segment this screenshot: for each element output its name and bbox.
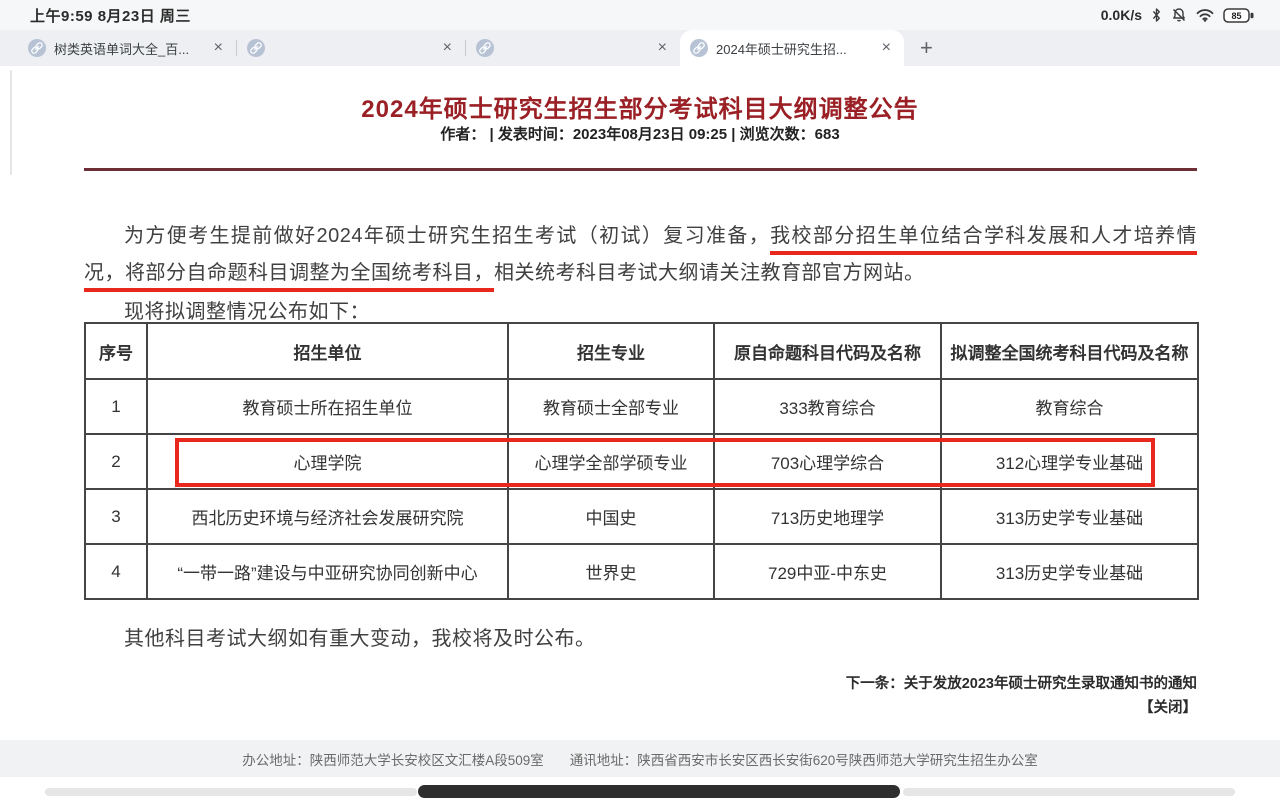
- tab-close-icon[interactable]: ×: [213, 39, 223, 56]
- tab-bar: 树类英语单词大全_百... × × × 2024年硕士研究生招... × +: [0, 30, 1280, 66]
- tab-divider: [236, 40, 237, 56]
- footer-bar: 办公地址：陕西师范大学长安校区文汇楼A段509室 通讯地址：陕西省西安市长安区西…: [0, 740, 1280, 777]
- article-meta: 作者： | 发表时间：2023年08月23日 09:25 | 浏览次数：683: [440, 126, 840, 143]
- red-underlined-text: 况，将部分自命题科目调整为全国统考科目，: [84, 262, 494, 292]
- close-page-button[interactable]: 【关闭】: [1139, 700, 1197, 716]
- article-paragraph: 为方便考生提前做好2024年硕士研究生招生考试（初试）复习准备，我校部分招生单位…: [84, 218, 1197, 292]
- link-icon: [28, 39, 46, 57]
- table-cell: 313历史学专业基础: [940, 543, 1199, 600]
- table-cell: 312心理学专业基础: [940, 433, 1199, 490]
- title-divider: [84, 168, 1197, 171]
- header-major: 招生专业: [507, 322, 715, 380]
- link-icon: [247, 39, 265, 57]
- paragraph-line-1: 为方便考生提前做好2024年硕士研究生招生考试（初试）复习准备，我校部分招生单位…: [84, 218, 1197, 255]
- wifi-icon: [1196, 8, 1214, 22]
- link-icon: [690, 39, 708, 57]
- header-unit: 招生单位: [146, 322, 509, 380]
- scrollbar-track-right: [903, 788, 1235, 796]
- mute-icon: [1171, 7, 1187, 23]
- tab-title: 树类英语单词大全_百...: [54, 41, 190, 57]
- new-tab-button[interactable]: +: [920, 35, 933, 60]
- table-cell: 心理学全部学硕专业: [507, 433, 715, 490]
- table-cell: 1: [84, 378, 148, 435]
- page-title: 2024年硕士研究生招生部分考试科目大纲调整公告: [361, 96, 919, 123]
- tab-close-icon[interactable]: ×: [881, 39, 891, 56]
- table-cell: 313历史学专业基础: [940, 488, 1199, 545]
- scrollbar-remnant: [10, 70, 12, 175]
- battery-percent: 85: [1231, 11, 1241, 21]
- status-bar: 上午9:59 8月23日 周三 0.0K/s 85: [0, 0, 1280, 30]
- tab-title: 2024年硕士研究生招...: [716, 41, 847, 57]
- table-row: 3 西北历史环境与经济社会发展研究院 中国史 713历史地理学 313历史学专业…: [84, 488, 1199, 545]
- table-cell: 3: [84, 488, 148, 545]
- table-row: 1 教育硕士所在招生单位 教育硕士全部专业 333教育综合 教育综合: [84, 378, 1199, 435]
- table-row-highlighted: 2 心理学院 心理学全部学硕专业 703心理学综合 312心理学专业基础: [84, 433, 1199, 490]
- scrollbar-thumb[interactable]: [418, 785, 900, 798]
- network-speed: 0.0K/s: [1100, 7, 1142, 23]
- table-cell: 729中亚-中东史: [713, 543, 942, 600]
- table-cell: 教育硕士所在招生单位: [146, 378, 509, 435]
- bluetooth-icon: [1151, 7, 1162, 23]
- mailing-address: 通讯地址：陕西省西安市长安区西长安街620号陕西师范大学研究生招生办公室: [569, 752, 1038, 768]
- table-cell: 中国史: [507, 488, 715, 545]
- header-old-subject: 原自命题科目代码及名称: [713, 322, 942, 380]
- table-header-row: 序号 招生单位 招生专业 原自命题科目代码及名称 拟调整全国统考科目代码及名称: [84, 322, 1199, 380]
- header-new-subject: 拟调整全国统考科目代码及名称: [940, 322, 1199, 380]
- table-cell: 2: [84, 433, 148, 490]
- table-cell: 西北历史环境与经济社会发展研究院: [146, 488, 509, 545]
- link-icon: [476, 39, 494, 57]
- red-underlined-text: 我校部分招生单位结合学科发展和人才培养情: [770, 225, 1197, 255]
- next-article-line: 下一条：关于发放2023年硕士研究生录取通知书的通知: [846, 672, 1197, 693]
- paragraph-line-2: 况，将部分自命题科目调整为全国统考科目，相关统考科目考试大纲请关注教育部官方网站…: [84, 255, 1197, 292]
- next-article-link[interactable]: 关于发放2023年硕士研究生录取通知书的通知: [903, 676, 1197, 692]
- battery-icon: 85: [1223, 7, 1254, 23]
- status-datetime: 上午9:59 8月23日 周三: [30, 7, 191, 25]
- table-cell: 世界史: [507, 543, 715, 600]
- tab-close-icon[interactable]: ×: [657, 39, 667, 56]
- browser-tab-1[interactable]: 树类英语单词大全_百... ×: [18, 30, 236, 66]
- scrollbar-track-left: [45, 788, 417, 796]
- status-indicators: 0.0K/s 85: [1101, 7, 1254, 23]
- adjustment-table: 序号 招生单位 招生专业 原自命题科目代码及名称 拟调整全国统考科目代码及名称 …: [84, 322, 1199, 600]
- table-cell: 教育综合: [940, 378, 1199, 435]
- table-cell: 713历史地理学: [713, 488, 942, 545]
- header-index: 序号: [84, 322, 148, 380]
- paragraph-text: 相关统考科目考试大纲请关注教育部官方网站。: [494, 262, 925, 284]
- adjustment-table-wrap: 序号 招生单位 招生专业 原自命题科目代码及名称 拟调整全国统考科目代码及名称 …: [84, 322, 1199, 600]
- browser-tab-2[interactable]: ×: [237, 30, 465, 66]
- tab-divider: [465, 40, 466, 56]
- paragraph-intro-table: 现将拟调整情况公布如下：: [124, 301, 370, 323]
- paragraph-text: 为方便考生提前做好2024年硕士研究生招生考试（初试）复习准备，: [124, 225, 771, 247]
- tab-close-icon[interactable]: ×: [442, 39, 452, 56]
- table-cell: 教育硕士全部专业: [507, 378, 715, 435]
- table-cell: 333教育综合: [713, 378, 942, 435]
- next-label: 下一条：: [845, 676, 904, 692]
- table-cell: 4: [84, 543, 148, 600]
- closing-note: 其他科目考试大纲如有重大变动，我校将及时公布。: [124, 628, 596, 650]
- table-cell: 703心理学综合: [713, 433, 942, 490]
- browser-tab-4-active[interactable]: 2024年硕士研究生招... ×: [680, 30, 904, 66]
- table-cell: 心理学院: [146, 433, 509, 490]
- office-address: 办公地址：陕西师范大学长安校区文汇楼A段509室: [242, 752, 544, 768]
- table-row: 4 “一带一路”建设与中亚研究协同创新中心 世界史 729中亚-中东史 313历…: [84, 543, 1199, 600]
- table-cell: “一带一路”建设与中亚研究协同创新中心: [146, 543, 509, 600]
- browser-tab-3[interactable]: ×: [466, 30, 680, 66]
